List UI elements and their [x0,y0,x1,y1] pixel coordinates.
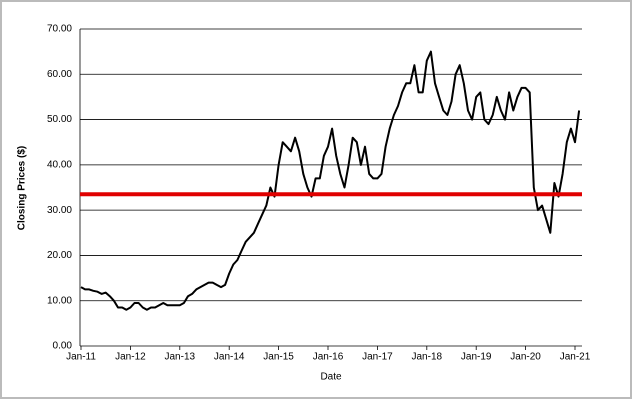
x-tick-label: Jan-11 [66,352,96,363]
x-tick-label: Jan-17 [362,352,393,363]
y-tick-label: 30.00 [47,205,72,216]
x-tick-label: Jan-21 [560,352,591,363]
y-axis-label: Closing Prices ($) [17,146,28,230]
chart-frame [0,0,632,399]
x-tick-label: Jan-20 [510,352,541,363]
x-tick-label: Jan-13 [165,352,196,363]
price-line [80,50,581,311]
y-tick-label: 20.00 [47,250,72,261]
x-tick-label: Jan-18 [412,352,443,363]
y-tick-label: 50.00 [47,114,72,125]
x-tick-label: Jan-16 [313,352,344,363]
y-tick-label: 40.00 [47,159,72,170]
y-tick-label: 70.00 [47,24,72,35]
x-axis-label: Date [320,372,342,383]
x-tick-label: Jan-19 [461,352,492,363]
y-tick-label: 0.00 [53,341,73,352]
x-tick-label: Jan-12 [115,352,146,363]
y-tick-label: 10.00 [47,295,72,306]
y-tick-label: 60.00 [47,69,72,80]
x-tick-label: Jan-14 [214,352,245,363]
x-tick-label: Jan-15 [263,352,294,363]
